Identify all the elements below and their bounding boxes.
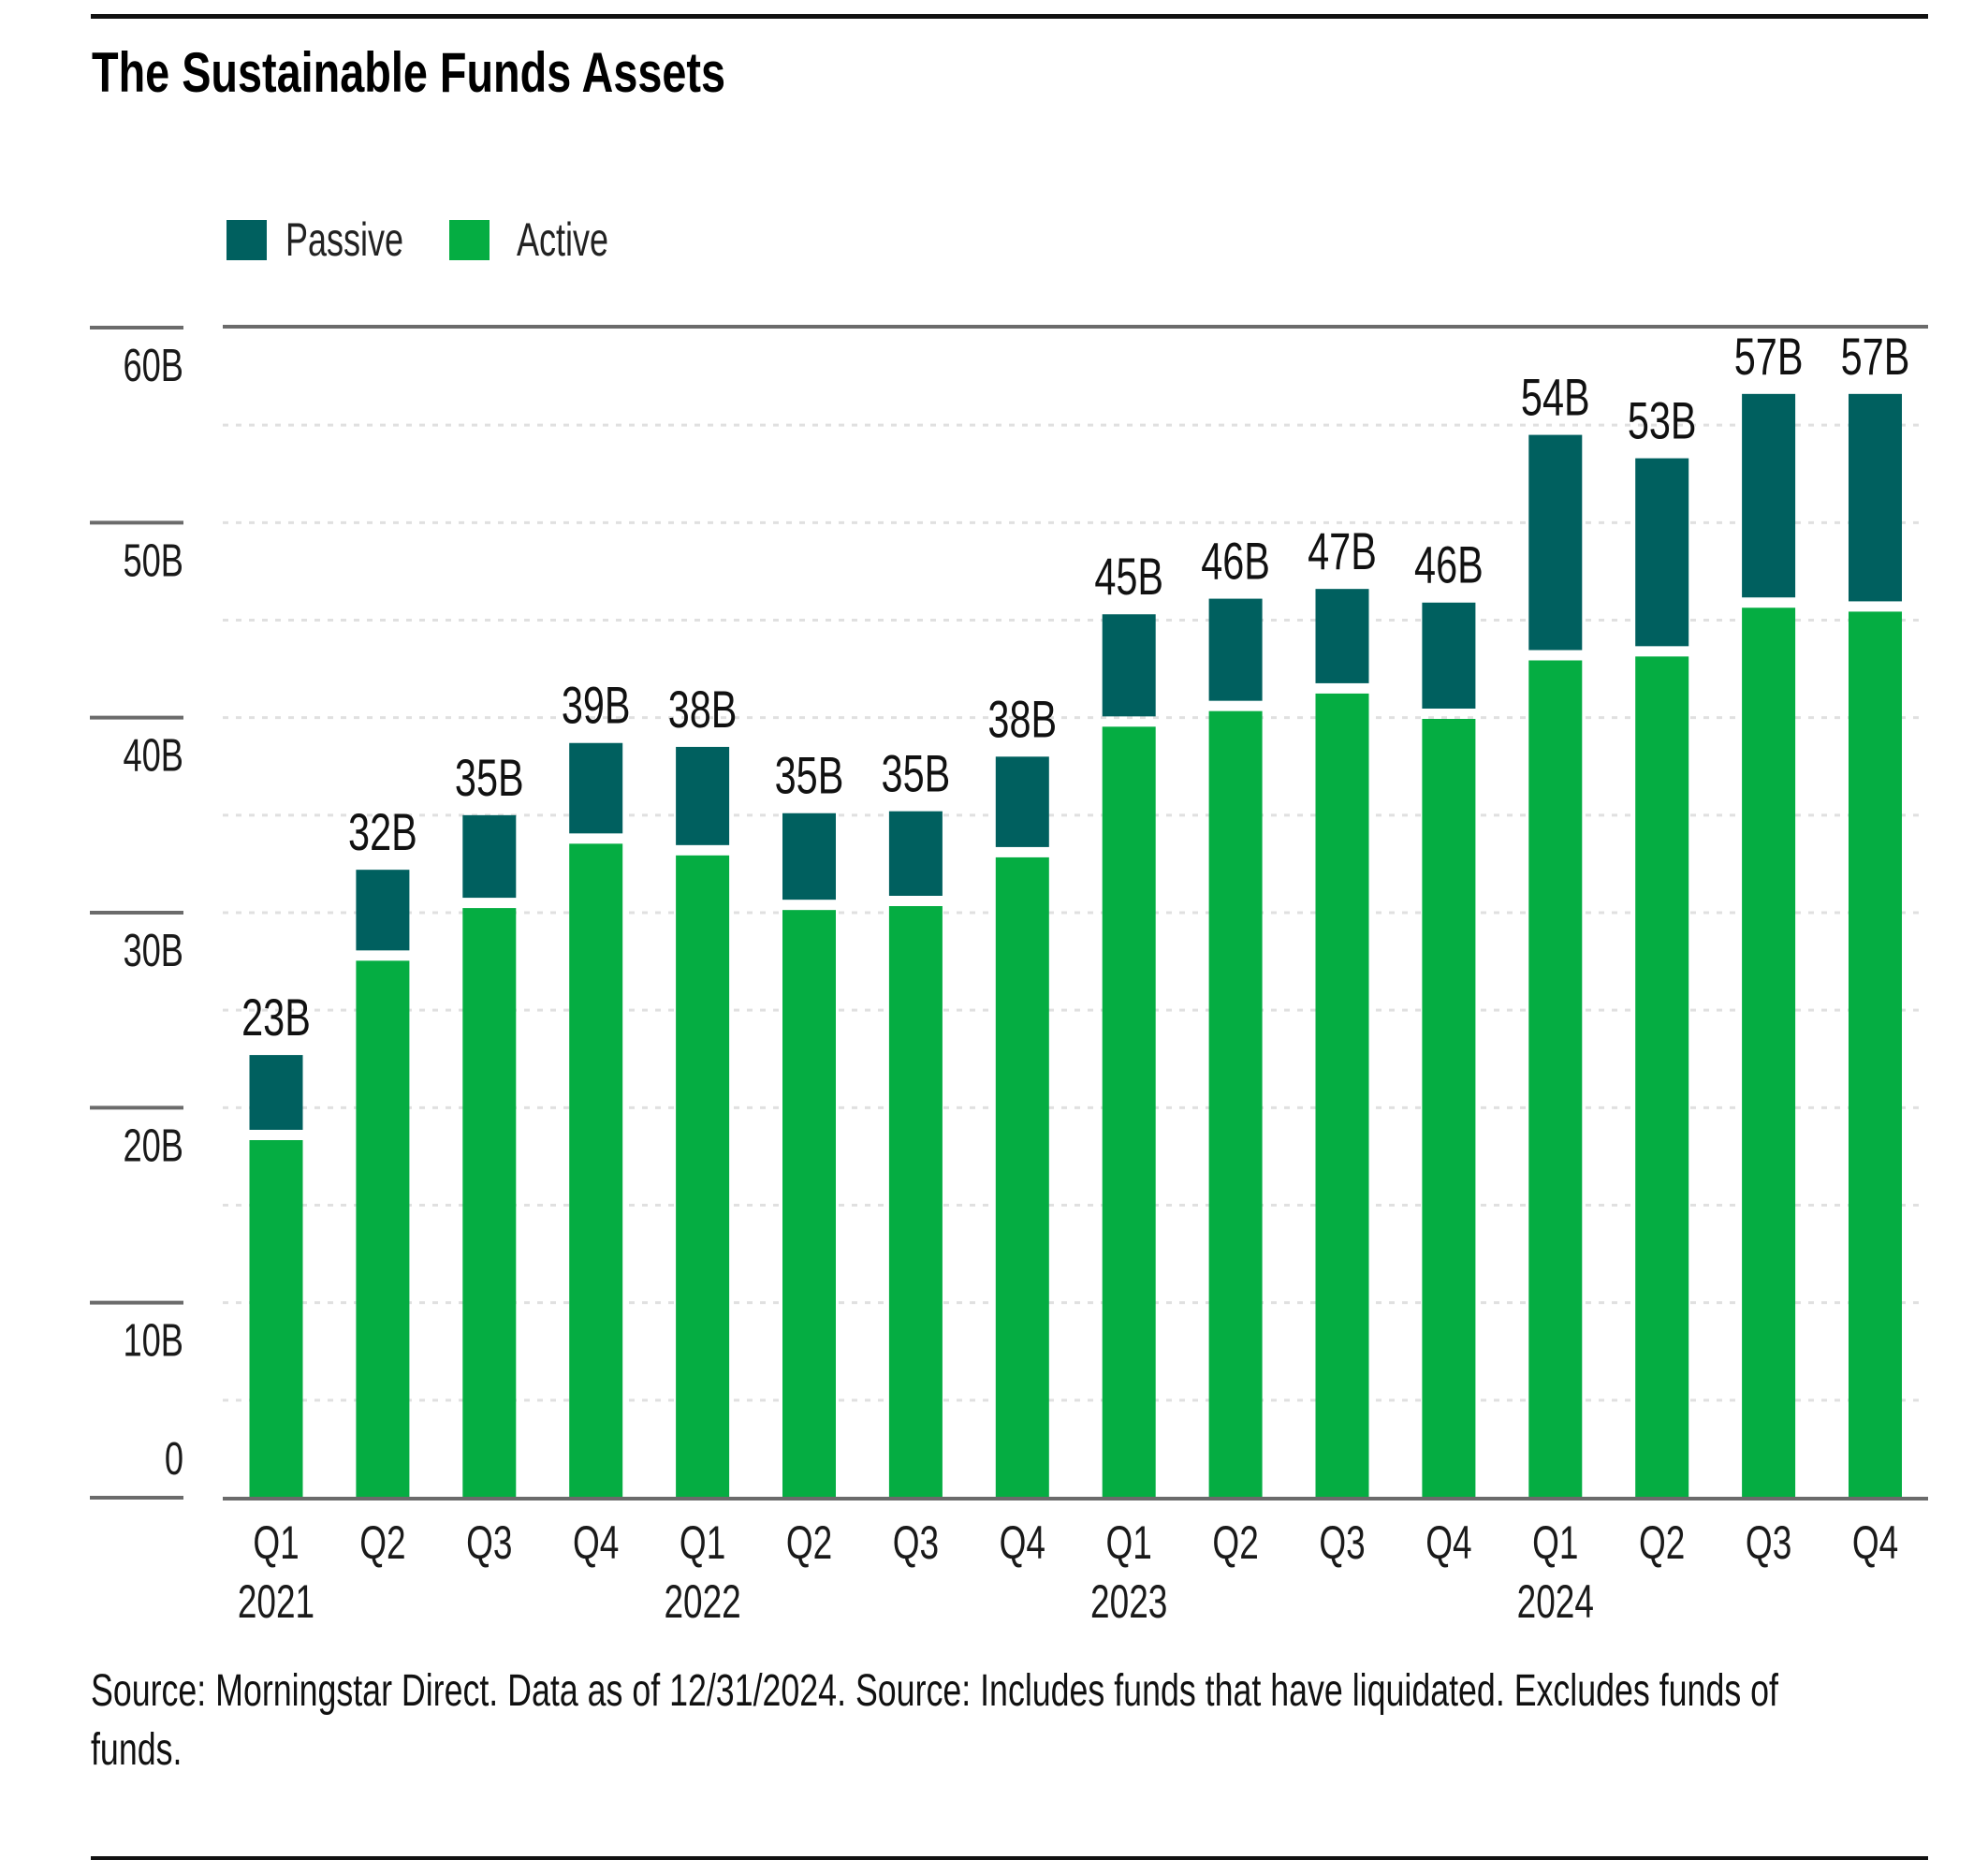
chart-title: The Sustainable Funds Assets [92, 41, 726, 104]
data-label: 46B [1414, 536, 1484, 595]
x-tick-label: Q3 [466, 1517, 512, 1570]
bar-segment-active [1742, 608, 1796, 1498]
source-note: Source: Morningstar Direct. Data as of 1… [91, 1666, 1778, 1775]
bar-segment-passive [249, 1055, 303, 1130]
bar-segment-passive [1102, 614, 1156, 717]
x-tick-label: Q4 [1852, 1517, 1898, 1570]
data-label: 35B [775, 747, 844, 806]
y-tick-label: 60B [123, 341, 183, 392]
x-tick-label: Q4 [1000, 1517, 1045, 1570]
data-label: 38B [987, 690, 1057, 749]
bar-segment-passive [782, 813, 836, 900]
bar-segment-passive [676, 746, 730, 845]
data-label: 53B [1628, 392, 1697, 451]
x-tick-label: Q2 [1639, 1517, 1685, 1570]
bar-segment-active [1422, 719, 1476, 1498]
data-label: 38B [668, 681, 738, 739]
x-tick-label: Q4 [1425, 1517, 1471, 1570]
data-label: 32B [348, 803, 417, 862]
data-label: 35B [882, 745, 951, 804]
legend-swatch-passive [227, 220, 267, 260]
bar-segment-active [676, 855, 730, 1498]
bar-segment-active [569, 843, 623, 1498]
x-tick-label: Q1 [680, 1517, 725, 1570]
bar-segment-active [462, 908, 517, 1498]
x-year-label: 2021 [238, 1576, 314, 1629]
bar-segment-passive [1208, 598, 1263, 701]
y-tick-label: 40B [123, 730, 183, 782]
data-label: 39B [562, 677, 631, 736]
x-tick-label: Q2 [786, 1517, 832, 1570]
bar-segment-active [356, 960, 410, 1498]
bar-segment-passive [356, 870, 410, 951]
x-year-label: 2024 [1517, 1576, 1594, 1629]
bottom-rule [91, 1856, 1928, 1860]
x-tick-label: Q1 [1106, 1517, 1152, 1570]
bar-segment-active [249, 1140, 303, 1498]
x-tick-label: Q4 [573, 1517, 619, 1570]
legend-label-active: Active [517, 213, 609, 266]
bar-segment-passive [1742, 393, 1796, 598]
data-label: 46B [1201, 533, 1270, 592]
data-label: 35B [455, 749, 524, 808]
y-tick-label: 0 [165, 1434, 183, 1486]
data-label: 47B [1308, 522, 1377, 581]
bar-segment-active [1849, 611, 1902, 1498]
bar-segment-passive [995, 756, 1049, 847]
x-tick-label: Q3 [893, 1517, 939, 1570]
y-tick-label: 20B [123, 1120, 183, 1172]
x-tick-label: Q1 [1532, 1517, 1578, 1570]
bar-segment-passive [569, 742, 623, 834]
x-tick-label: Q2 [359, 1517, 405, 1570]
x-tick-label: Q2 [1212, 1517, 1258, 1570]
bar-segment-passive [1849, 393, 1902, 602]
bar-segment-active [1208, 710, 1263, 1498]
y-tick-label: 50B [123, 535, 183, 587]
x-year-label: 2023 [1090, 1576, 1167, 1629]
bar-segment-active [995, 856, 1049, 1498]
data-label: 45B [1094, 548, 1163, 607]
bar-segment-passive [1528, 434, 1583, 651]
y-tick-label: 10B [123, 1315, 183, 1367]
legend-label-passive: Passive [285, 213, 404, 266]
bar-segment-active [782, 910, 836, 1498]
legend: Passive Active [227, 213, 648, 266]
x-tick-label: Q3 [1746, 1517, 1791, 1570]
bar-segment-passive [888, 811, 943, 896]
bar-segment-active [1102, 726, 1156, 1498]
bar-segment-passive [1422, 602, 1476, 709]
data-label: 57B [1841, 328, 1910, 387]
x-tick-label: Q3 [1319, 1517, 1365, 1570]
bar-segment-passive [462, 814, 517, 899]
data-label: 54B [1521, 369, 1590, 428]
x-year-label: 2022 [664, 1576, 740, 1629]
bar-segment-active [888, 906, 943, 1498]
bar-segment-passive [1635, 458, 1689, 647]
legend-swatch-active [449, 220, 490, 260]
bar-segment-passive [1315, 589, 1369, 683]
y-tick-label: 30B [123, 926, 183, 977]
bar-segment-active [1315, 693, 1369, 1498]
data-label: 23B [241, 988, 311, 1047]
bar-segment-active [1528, 660, 1583, 1498]
top-rule [91, 14, 1928, 19]
data-label: 57B [1734, 328, 1804, 387]
bar-segment-active [1635, 656, 1689, 1498]
x-tick-label: Q1 [253, 1517, 299, 1570]
